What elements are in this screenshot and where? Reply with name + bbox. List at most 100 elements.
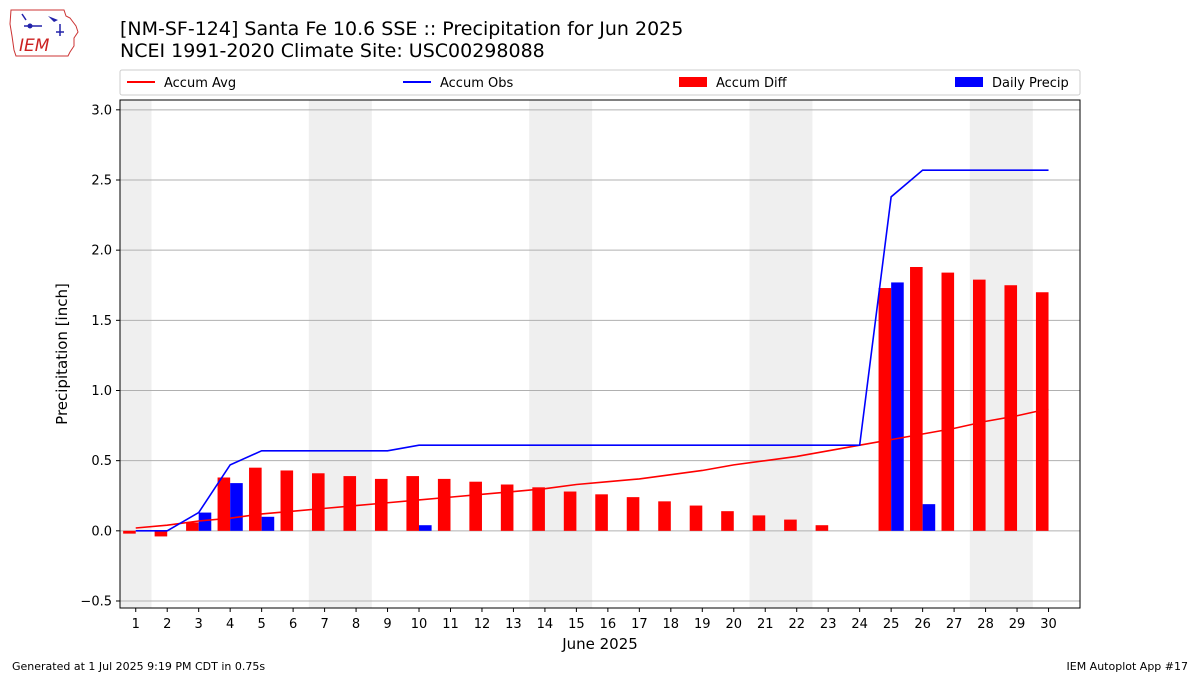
accum-diff-bar — [406, 476, 420, 531]
accum-diff-bar — [626, 497, 640, 531]
x-tick-label: 28 — [977, 617, 994, 632]
accum-diff-bar — [1004, 285, 1018, 531]
accum-diff-bar — [972, 279, 986, 531]
accum-diff-bar — [815, 525, 829, 531]
y-axis: −0.5 0.0 0.5 1.0 1.5 2.0 2.5 3.0 — [80, 103, 120, 609]
legend-label: Accum Avg — [164, 76, 236, 91]
x-tick-label: 16 — [600, 617, 617, 632]
daily-precip-bar — [419, 525, 432, 531]
x-tick-label: 26 — [914, 617, 931, 632]
y-tick-label: 2.0 — [91, 244, 112, 259]
weekend-band — [749, 100, 813, 608]
x-tick-label: 3 — [195, 617, 203, 632]
x-axis: 1 2 3 4 5 6 7 8 9 10 11 12 13 14 15 16 17 18 19 20 21 22 23 24 2… — [132, 608, 1057, 632]
x-tick-label: 8 — [352, 617, 360, 632]
line-series — [135, 169, 1049, 532]
accum-diff-bar — [878, 288, 892, 531]
accum-diff-bar — [1035, 292, 1049, 531]
legend-label: Accum Diff — [716, 76, 788, 91]
accum-diff-bar — [595, 494, 608, 531]
accum-diff-bar — [469, 481, 482, 531]
x-tick-label: 7 — [320, 617, 328, 632]
accum-diff-bar — [910, 266, 923, 531]
y-tick-label: 0.5 — [91, 454, 112, 469]
weekend-band — [529, 100, 593, 608]
legend-frame — [119, 69, 1081, 96]
footer-generated: Generated at 1 Jul 2025 9:19 PM CDT in 0… — [12, 660, 266, 673]
x-tick-label: 25 — [883, 617, 900, 632]
weekend-band — [308, 100, 372, 608]
y-tick-label: 1.0 — [91, 384, 112, 399]
bar-series — [123, 266, 1049, 537]
x-tick-label: 18 — [663, 617, 680, 632]
accum-diff-bar — [249, 467, 262, 531]
x-tick-label: 14 — [537, 617, 554, 632]
x-tick-label: 15 — [568, 617, 585, 632]
weekend-band — [120, 100, 152, 608]
x-tick-label: 22 — [788, 617, 805, 632]
x-tick-label: 29 — [1009, 617, 1026, 632]
accum-diff-bar — [343, 476, 357, 531]
chart-title: [NM-SF-124] Santa Fe 10.6 SSE :: Precipi… — [120, 18, 684, 40]
accum-obs-line — [135, 169, 1049, 532]
footer-app: IEM Autoplot App #17 — [1066, 660, 1189, 673]
chart-subtitle: NCEI 1991-2020 Climate Site: USC00298088 — [120, 40, 545, 62]
accum-diff-bar — [154, 530, 168, 537]
x-tick-label: 12 — [474, 617, 491, 632]
y-tick-label: 3.0 — [91, 103, 112, 118]
x-tick-label: 9 — [383, 617, 391, 632]
daily-precip-bar — [261, 516, 275, 531]
x-tick-label: 21 — [757, 617, 774, 632]
x-tick-label: 10 — [411, 617, 428, 632]
accum-diff-bar — [689, 505, 703, 531]
x-tick-label: 1 — [132, 617, 140, 632]
legend-swatch-bar — [955, 77, 983, 87]
accum-diff-bar — [312, 473, 325, 531]
accum-diff-bar — [784, 519, 797, 531]
x-tick-label: 4 — [226, 617, 234, 632]
plot-frame — [119, 99, 1081, 609]
daily-precip-bar — [198, 512, 212, 531]
x-tick-label: 23 — [820, 617, 837, 632]
x-tick-label: 27 — [946, 617, 963, 632]
x-tick-label: 13 — [505, 617, 522, 632]
accum-diff-bar — [941, 272, 955, 531]
accum-diff-bar — [186, 522, 199, 531]
x-tick-label: 5 — [257, 617, 265, 632]
daily-precip-bar — [922, 504, 936, 531]
legend-swatch-bar — [679, 77, 707, 87]
y-tick-label: 1.5 — [91, 314, 112, 329]
logo-text: IEM — [19, 36, 50, 56]
legend-label: Daily Precip — [992, 76, 1069, 91]
x-tick-label: 2 — [163, 617, 171, 632]
accum-diff-bar — [721, 511, 734, 531]
y-tick-label: −0.5 — [80, 594, 112, 609]
x-tick-label: 30 — [1040, 617, 1057, 632]
x-tick-label: 11 — [442, 617, 459, 632]
y-axis-label: Precipitation [inch] — [53, 283, 71, 425]
x-tick-label: 20 — [725, 617, 742, 632]
x-tick-label: 6 — [289, 617, 297, 632]
legend-label: Accum Obs — [440, 76, 513, 91]
x-axis-label: June 2025 — [561, 635, 638, 653]
accum-diff-bar — [658, 501, 671, 531]
y-tick-label: 0.0 — [91, 524, 112, 539]
iowa-map-icon: IEM — [9, 9, 79, 57]
x-tick-label: 24 — [851, 617, 868, 632]
x-tick-label: 17 — [631, 617, 648, 632]
daily-precip-bar — [891, 282, 904, 531]
accum-diff-bar — [374, 478, 388, 531]
y-tick-label: 2.5 — [91, 173, 112, 188]
accum-diff-bar — [500, 484, 514, 531]
accum-avg-line — [135, 407, 1049, 529]
accum-diff-bar — [217, 477, 231, 531]
iem-logo: IEM — [8, 6, 80, 58]
legend: Accum Avg Accum Obs Accum Diff Daily Precip — [119, 69, 1081, 96]
x-tick-label: 19 — [694, 617, 711, 632]
daily-precip-bar — [230, 483, 243, 531]
accum-diff-bar — [123, 530, 136, 534]
accum-diff-bar — [563, 491, 577, 531]
accum-diff-bar — [437, 478, 451, 531]
accum-diff-bar — [280, 470, 294, 531]
